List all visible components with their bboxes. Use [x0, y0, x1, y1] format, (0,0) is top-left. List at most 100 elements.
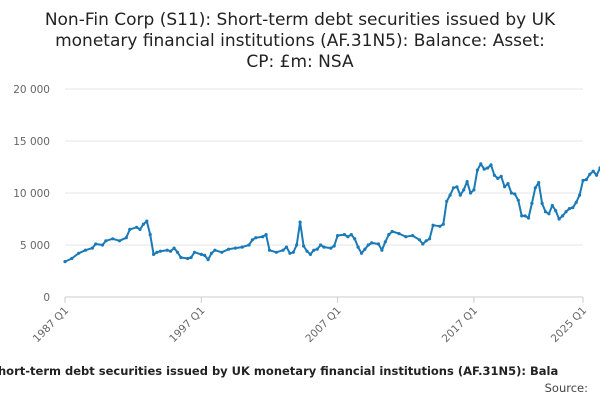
data-point[interactable] — [550, 203, 554, 208]
data-point[interactable] — [554, 209, 558, 213]
data-point[interactable] — [104, 239, 108, 243]
data-point[interactable] — [496, 176, 500, 180]
data-point[interactable] — [145, 219, 149, 223]
data-point[interactable] — [516, 198, 520, 202]
data-point[interactable] — [455, 185, 459, 189]
data-point[interactable] — [329, 246, 333, 250]
data-point[interactable] — [581, 178, 585, 183]
data-point[interactable] — [254, 236, 258, 240]
data-point[interactable] — [530, 201, 534, 205]
data-point[interactable] — [567, 207, 572, 211]
data-point[interactable] — [451, 186, 456, 190]
data-point[interactable] — [63, 260, 67, 264]
data-point[interactable] — [281, 248, 285, 252]
data-point[interactable] — [158, 249, 162, 253]
data-point[interactable] — [274, 250, 278, 254]
data-point[interactable] — [94, 242, 98, 246]
data-point[interactable] — [128, 227, 132, 231]
data-point[interactable] — [561, 214, 565, 218]
data-point[interactable] — [537, 181, 541, 185]
data-point[interactable] — [578, 193, 582, 197]
data-point[interactable] — [308, 252, 312, 256]
data-point[interactable] — [489, 163, 493, 167]
data-point[interactable] — [458, 193, 462, 197]
data-point[interactable] — [227, 247, 231, 251]
data-point[interactable] — [83, 248, 87, 252]
data-point[interactable] — [356, 245, 360, 249]
data-point[interactable] — [540, 201, 544, 205]
data-point[interactable] — [240, 245, 244, 249]
data-point[interactable] — [390, 229, 394, 234]
data-point[interactable] — [312, 248, 316, 252]
data-point[interactable] — [482, 167, 486, 171]
data-point[interactable] — [346, 235, 350, 239]
data-point[interactable] — [100, 243, 105, 247]
data-point[interactable] — [363, 247, 367, 251]
data-point[interactable] — [322, 245, 326, 249]
data-point[interactable] — [547, 212, 551, 216]
data-point[interactable] — [564, 210, 568, 214]
data-point[interactable] — [533, 186, 537, 190]
data-point[interactable] — [417, 238, 421, 242]
data-point[interactable] — [543, 210, 548, 214]
data-point[interactable] — [438, 224, 442, 228]
data-point[interactable] — [141, 222, 145, 226]
data-point[interactable] — [152, 252, 156, 256]
data-point[interactable] — [295, 243, 299, 247]
data-point[interactable] — [445, 199, 449, 203]
data-point[interactable] — [291, 250, 295, 254]
data-point[interactable] — [513, 192, 517, 196]
data-point[interactable] — [428, 237, 432, 241]
data-point[interactable] — [288, 251, 292, 255]
data-point[interactable] — [441, 222, 445, 226]
data-point[interactable] — [213, 248, 217, 252]
data-point[interactable] — [584, 177, 589, 182]
data-point[interactable] — [359, 251, 364, 255]
data-point[interactable] — [370, 241, 374, 245]
data-point[interactable] — [247, 243, 251, 247]
data-point[interactable] — [486, 166, 490, 170]
data-point[interactable] — [172, 246, 176, 250]
data-point[interactable] — [523, 214, 527, 218]
data-point[interactable] — [315, 247, 319, 251]
data-point[interactable] — [421, 242, 425, 246]
data-point[interactable] — [376, 242, 381, 246]
data-point[interactable] — [302, 244, 306, 248]
data-point[interactable] — [305, 249, 309, 253]
data-point[interactable] — [472, 188, 476, 192]
data-point[interactable] — [111, 237, 115, 241]
data-point[interactable] — [353, 237, 357, 241]
data-point[interactable] — [479, 162, 483, 166]
data-point[interactable] — [192, 250, 197, 254]
data-point[interactable] — [199, 252, 203, 256]
data-point[interactable] — [284, 245, 289, 249]
data-point[interactable] — [591, 169, 595, 173]
data-point[interactable] — [189, 255, 193, 260]
data-point[interactable] — [448, 193, 452, 197]
data-point[interactable] — [475, 168, 479, 172]
data-point[interactable] — [499, 174, 503, 178]
data-point[interactable] — [366, 243, 370, 247]
data-point[interactable] — [595, 173, 599, 177]
data-point[interactable] — [124, 236, 128, 240]
data-point[interactable] — [267, 248, 272, 252]
data-point[interactable] — [250, 238, 254, 242]
data-point[interactable] — [468, 191, 473, 195]
data-point[interactable] — [492, 173, 496, 177]
data-point[interactable] — [206, 258, 210, 262]
data-point[interactable] — [165, 248, 169, 252]
data-point[interactable] — [387, 233, 391, 237]
data-point[interactable] — [169, 249, 173, 253]
data-point[interactable] — [574, 200, 578, 204]
data-point[interactable] — [342, 233, 346, 237]
data-point[interactable] — [380, 248, 384, 252]
data-point[interactable] — [557, 217, 561, 221]
data-point[interactable] — [209, 251, 214, 255]
data-point[interactable] — [462, 188, 466, 192]
data-point[interactable] — [117, 239, 122, 243]
data-point[interactable] — [397, 232, 401, 236]
data-point[interactable] — [404, 235, 408, 239]
data-point[interactable] — [383, 240, 387, 244]
data-point[interactable] — [264, 233, 268, 237]
data-point[interactable] — [506, 182, 510, 186]
